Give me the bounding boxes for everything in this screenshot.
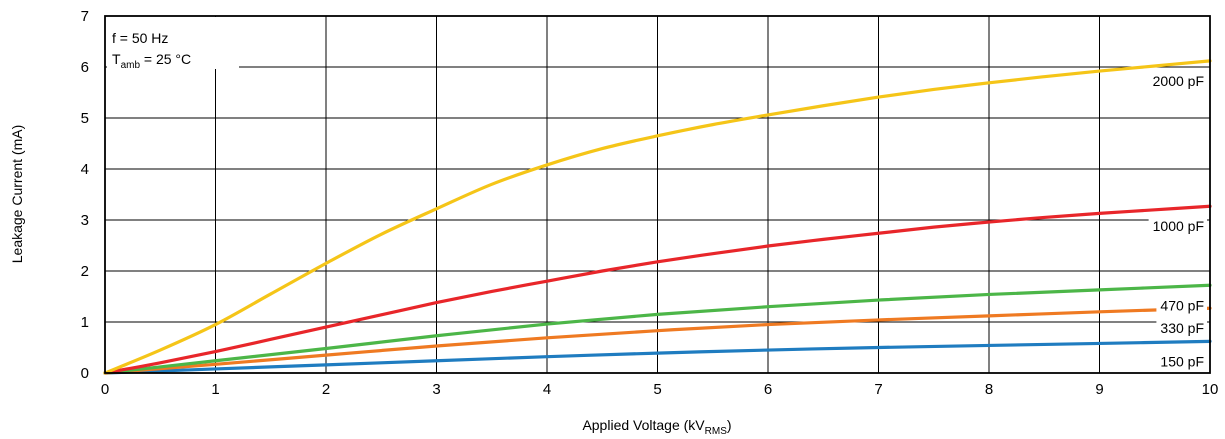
series-line-470-pf — [103, 283, 1212, 375]
y-tick-label: 2 — [81, 263, 89, 280]
series-label-2000-pf: 2000 pF — [1148, 71, 1207, 90]
x-axis-title: Applied Voltage (kVRMS) — [582, 417, 731, 437]
series-label-text: 150 pF — [1160, 353, 1204, 369]
series-lines — [103, 59, 1212, 375]
y-tick-label: 5 — [81, 110, 89, 127]
x-tick-label: 4 — [543, 381, 551, 398]
y-tick-labels: 0 1 2 3 4 5 6 7 — [81, 8, 89, 382]
y-tick-label: 6 — [81, 59, 89, 76]
x-tick-label: 10 — [1202, 381, 1219, 398]
y-axis-title: Leakage Current (mA) — [9, 125, 25, 264]
temperature-annotation: Tamb = 25 °C — [112, 51, 191, 71]
series-label-background — [1156, 352, 1207, 371]
series-line-1000-pf — [103, 204, 1212, 375]
y-tick-label: 0 — [81, 365, 89, 382]
series-label-background — [1156, 296, 1207, 315]
series-line-150-pf — [103, 339, 1212, 375]
x-tick-label: 1 — [211, 381, 219, 398]
series-label-text: 1000 pF — [1153, 218, 1204, 234]
x-tick-label: 6 — [764, 381, 772, 398]
y-tick-label: 1 — [81, 314, 89, 331]
series-labels: 2000 pF 1000 pF 470 pF 330 pF 150 pF — [1148, 71, 1207, 371]
conditions-annotation: f = 50 Hz Tamb = 25 °C — [107, 17, 239, 71]
y-tick-label: 7 — [81, 8, 89, 25]
x-tick-label: 8 — [985, 381, 993, 398]
x-tick-label: 3 — [432, 381, 440, 398]
x-tick-label: 5 — [653, 381, 661, 398]
series-label-background — [1156, 319, 1207, 338]
series-line-2000-pf — [103, 59, 1212, 375]
x-tick-label: 9 — [1095, 381, 1103, 398]
series-label-150-pf: 150 pF — [1156, 352, 1207, 371]
frequency-annotation: f = 50 Hz — [112, 30, 168, 46]
series-label-text: 2000 pF — [1153, 73, 1204, 89]
series-label-background — [1148, 217, 1207, 236]
y-tick-label: 3 — [81, 212, 89, 229]
series-label-1000-pf: 1000 pF — [1148, 217, 1207, 236]
y-tick-label: 4 — [81, 161, 89, 178]
grid-lines — [105, 16, 1210, 373]
series-label-text: 330 pF — [1160, 320, 1204, 336]
x-tick-labels: 0 1 2 3 4 5 6 7 8 9 10 — [101, 381, 1219, 398]
x-tick-label: 7 — [874, 381, 882, 398]
plot-frame — [104, 15, 1211, 374]
series-label-470-pf: 470 pF — [1156, 296, 1207, 315]
x-tick-label: 2 — [322, 381, 330, 398]
x-tick-label: 0 — [101, 381, 109, 398]
series-label-330-pf: 330 pF — [1156, 319, 1207, 338]
series-line-330-pf — [103, 306, 1212, 375]
series-label-background — [1148, 71, 1207, 90]
series-label-text: 470 pF — [1160, 297, 1204, 313]
